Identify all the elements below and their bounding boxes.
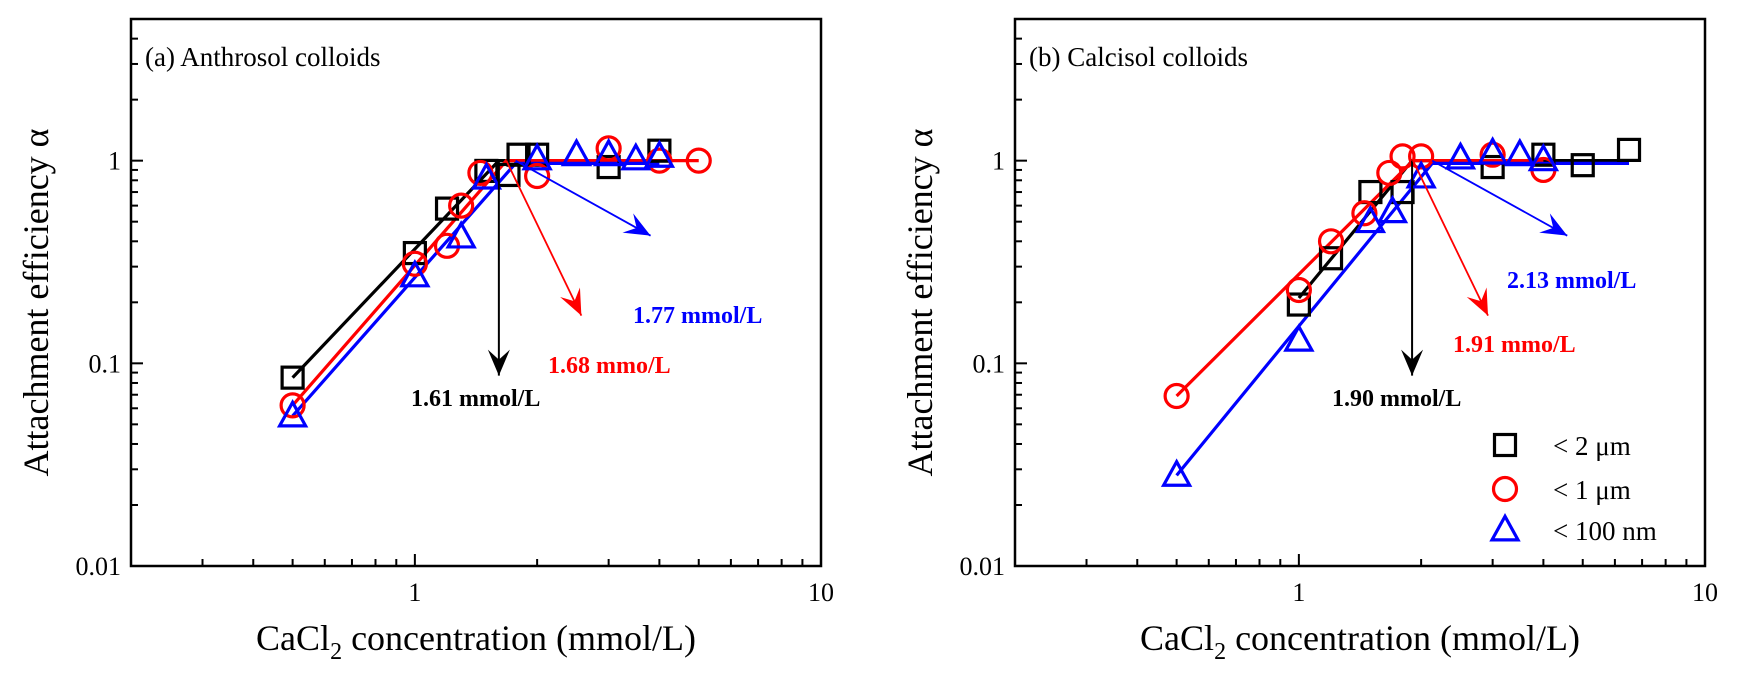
data-point-circle [685, 147, 712, 174]
data-point-circle [595, 135, 622, 162]
data-point-circle [448, 192, 475, 219]
ccc-arrow-head [1466, 287, 1489, 316]
legend-label: < 2 μm [1553, 431, 1631, 461]
legend-marker-square [1492, 432, 1518, 458]
x-axis-title: CaCl2 concentration (mmol/L) [256, 618, 696, 665]
x-tick-label: 10 [808, 578, 834, 607]
ccc-arrow-head [622, 213, 651, 236]
data-point-triangle [399, 258, 431, 288]
data-point-triangle [1527, 142, 1560, 172]
data-point-triangle [521, 141, 553, 171]
legend-item: < 2 μm [1492, 431, 1631, 461]
data-point-triangle [560, 137, 593, 167]
data-point-circle [524, 162, 551, 190]
y-axis-ticks [131, 18, 143, 567]
y-tick-label: 1 [992, 147, 1005, 176]
data-point-triangle [1160, 458, 1193, 487]
data-point-square [1616, 137, 1642, 163]
y-axis-title: Attachment efficiency α [900, 128, 940, 476]
data-point-circle [1351, 200, 1378, 227]
legend-item: < 1 μm [1491, 475, 1631, 505]
ccc-arrow-shaft [515, 159, 652, 237]
y-tick-label: 1 [108, 147, 121, 176]
data-point-triangle [1405, 160, 1437, 189]
data-point-square [506, 142, 531, 167]
legend-marker-triangle [1489, 513, 1521, 542]
data-point-square [1286, 292, 1311, 317]
ccc-label: 2.13 mmol/L [1507, 268, 1636, 294]
plot-frame [129, 17, 823, 568]
data-point-circle [1389, 143, 1416, 170]
x-tick-label: 1 [408, 578, 421, 607]
ccc-arrow-head [560, 287, 582, 316]
legend-label: < 1 μm [1553, 475, 1631, 505]
y-tick-label: 0.01 [76, 552, 122, 581]
x-axis-ticks [1014, 554, 1706, 566]
data-point-square [1318, 246, 1344, 271]
data-point-triangle [643, 139, 676, 168]
data-point-square [1358, 179, 1383, 205]
panel-title: (b) Calcisol colloids [1029, 42, 1248, 72]
data-point-triangle [1283, 323, 1315, 352]
y-tick-label: 0.1 [973, 349, 1006, 378]
data-point-triangle [470, 161, 503, 190]
data-point-square [596, 154, 621, 180]
ccc-arrow-shaft [505, 160, 583, 317]
data-point-triangle [1354, 204, 1387, 234]
panel-title: (a) Anthrosol colloids [145, 42, 380, 72]
ccc-arrow-shaft [1412, 160, 1489, 317]
data-point-square [1480, 154, 1505, 180]
y-axis-ticks [1015, 18, 1027, 567]
ccc-arrow-head [487, 349, 510, 376]
y-tick-label: 0.1 [89, 349, 122, 378]
data-point-triangle [1444, 141, 1477, 170]
data-point-circle [401, 250, 428, 277]
data-point-square [1570, 153, 1595, 178]
y-tick-label: 0.01 [960, 552, 1006, 581]
panel-b: 1 10 0.01 0.1 1 CaCl2 concentration (mmol/L) A… [900, 17, 1718, 665]
series-triangle [276, 137, 676, 428]
data-point-triangle [1476, 136, 1509, 165]
legend-label: < 100 nm [1553, 516, 1657, 546]
ccc-label: 1.61 mmol/L [411, 386, 540, 412]
ccc-arrow-shaft [1431, 159, 1568, 237]
series-circle [1163, 141, 1557, 410]
series-circle [279, 135, 712, 419]
data-point-circle [1408, 143, 1435, 170]
data-point-triangle [1504, 137, 1536, 167]
data-point-triangle [276, 399, 309, 428]
x-tick-label: 1 [1292, 578, 1305, 607]
ccc-arrow-head [1539, 213, 1568, 236]
legend: < 2 μm < 1 μm < 100 nm [1489, 431, 1657, 546]
data-point-triangle [445, 220, 477, 249]
x-tick-label: 10 [1692, 578, 1718, 607]
data-point-circle [279, 392, 306, 419]
data-point-square [280, 365, 305, 390]
x-axis-ticks [130, 554, 822, 566]
data-point-square [434, 196, 460, 221]
ccc-label: 1.91 mmo/L [1453, 332, 1576, 358]
x-axis-title: CaCl2 concentration (mmol/L) [1140, 618, 1580, 665]
data-point-triangle [592, 137, 625, 167]
panel-a: 1 10 0.01 0.1 1 CaCl2 concentration (mmol/L) A… [16, 17, 834, 665]
data-point-circle [1479, 141, 1506, 168]
fit-line-triangle [1175, 161, 1630, 477]
ccc-label: 1.68 mmo/L [548, 353, 671, 379]
ccc-arrow-head [1401, 349, 1424, 376]
ccc-label: 1.90 mmol/L [1332, 386, 1461, 412]
data-point-circle [1376, 159, 1403, 187]
legend-item: < 100 nm [1489, 513, 1657, 546]
legend-marker-circle [1491, 475, 1519, 503]
ccc-label: 1.77 mmol/L [633, 303, 762, 329]
plot-frame [1013, 17, 1707, 568]
data-point-triangle [620, 141, 652, 171]
series-triangle [1160, 136, 1560, 487]
y-axis-title: Attachment efficiency α [16, 128, 56, 476]
data-point-triangle [1376, 194, 1409, 224]
data-point-circle [1285, 276, 1312, 304]
data-point-circle [1317, 228, 1345, 255]
data-point-circle [1163, 382, 1190, 410]
